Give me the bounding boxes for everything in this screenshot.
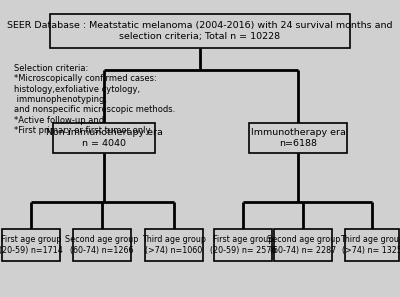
Text: Immunotherapy era
n=6188: Immunotherapy era n=6188	[250, 128, 346, 148]
FancyBboxPatch shape	[274, 229, 332, 261]
Text: Second age group
(60-74) n= 2287: Second age group (60-74) n= 2287	[266, 235, 340, 255]
FancyBboxPatch shape	[249, 123, 347, 153]
Text: Non-immunotherapy era
n = 4040: Non-immunotherapy era n = 4040	[46, 128, 162, 148]
Text: Third age group
(>74) n=1060: Third age group (>74) n=1060	[142, 235, 206, 255]
FancyBboxPatch shape	[145, 229, 203, 261]
FancyBboxPatch shape	[214, 229, 272, 261]
Text: First age group
(20-59) n= 2576: First age group (20-59) n= 2576	[210, 235, 276, 255]
Text: SEER Database : Meatstatic melanoma (2004-2016) with 24 survival months and
sele: SEER Database : Meatstatic melanoma (200…	[7, 21, 393, 41]
FancyBboxPatch shape	[2, 229, 60, 261]
Text: First age group
(20-59) n=1714: First age group (20-59) n=1714	[0, 235, 63, 255]
FancyBboxPatch shape	[53, 123, 155, 153]
Text: Second age group
(60-74) n=1266: Second age group (60-74) n=1266	[65, 235, 139, 255]
FancyBboxPatch shape	[345, 229, 399, 261]
Text: Third age group
(>74) n= 1325: Third age group (>74) n= 1325	[340, 235, 400, 255]
FancyBboxPatch shape	[73, 229, 131, 261]
FancyBboxPatch shape	[50, 14, 350, 48]
Text: Selection criteria:
*Microscopically confirmed cases:
histology,exfoliative cyto: Selection criteria: *Microscopically con…	[14, 64, 175, 135]
